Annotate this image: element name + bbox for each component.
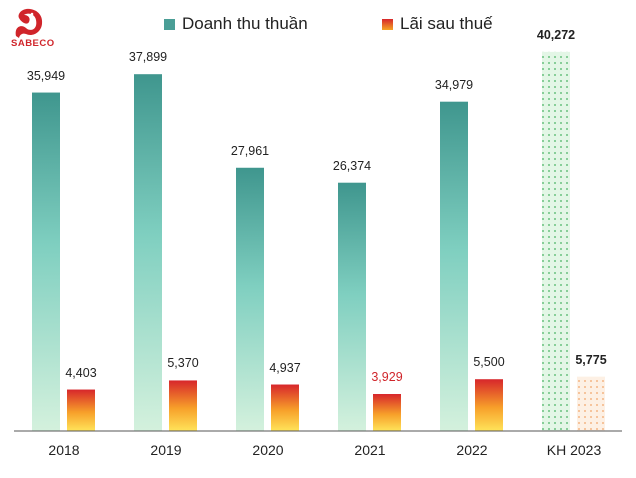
revenue-bar-2018 [32,92,60,431]
legend-label-profit: Lãi sau thuế [400,14,493,33]
profit-bar-2022 [475,379,503,431]
profit-label-2020: 4,937 [269,360,301,375]
revenue-label-2018: 35,949 [26,68,66,83]
revenue-bar-2020 [236,167,264,431]
revenue-bar-2021 [338,182,366,431]
sabeco-logo [8,6,66,50]
profit-label-2022: 5,500 [473,355,505,370]
revenue-bar-2019 [134,74,162,432]
category-label-2019: 2019 [150,442,182,458]
profit-bar-2019 [169,380,197,431]
profit-label-2021: 3,929 [371,370,403,384]
revenue-bar-2022 [440,101,468,431]
revenue-label-2022: 34,979 [434,77,474,92]
legend-swatch-revenue [164,18,175,30]
profit-bar-2020 [271,384,299,431]
revenue-bar-kh-2023 [542,51,570,432]
dragon-icon [15,8,43,38]
legend-item-profit: Lãi sau thuế [382,14,493,34]
profit-bar-kh-2023 [577,376,605,431]
legend-label-revenue: Doanh thu thuần [182,14,308,33]
profit-bar-2021 [373,394,401,431]
profit-bar-2018 [67,389,95,431]
category-label-2022: 2022 [456,442,488,458]
category-label-kh-2023: KH 2023 [546,442,602,458]
category-label-2018: 2018 [48,442,80,458]
profit-label-2019: 5,370 [167,356,199,371]
revenue-label-kh-2023: 40,272 [536,27,576,42]
profit-label-kh-2023: 5,775 [575,352,607,367]
revenue-label-2019: 37,899 [128,50,168,65]
revenue-label-2020: 27,961 [230,143,270,158]
category-label-2021: 2021 [354,442,386,458]
category-label-2020: 2020 [252,442,284,458]
revenue-label-2021: 26,374 [332,158,372,173]
legend-item-revenue: Doanh thu thuần [164,14,308,34]
profit-label-2018: 4,403 [65,365,97,380]
logo-text: SABECO [11,38,55,49]
legend-swatch-profit [382,18,393,30]
